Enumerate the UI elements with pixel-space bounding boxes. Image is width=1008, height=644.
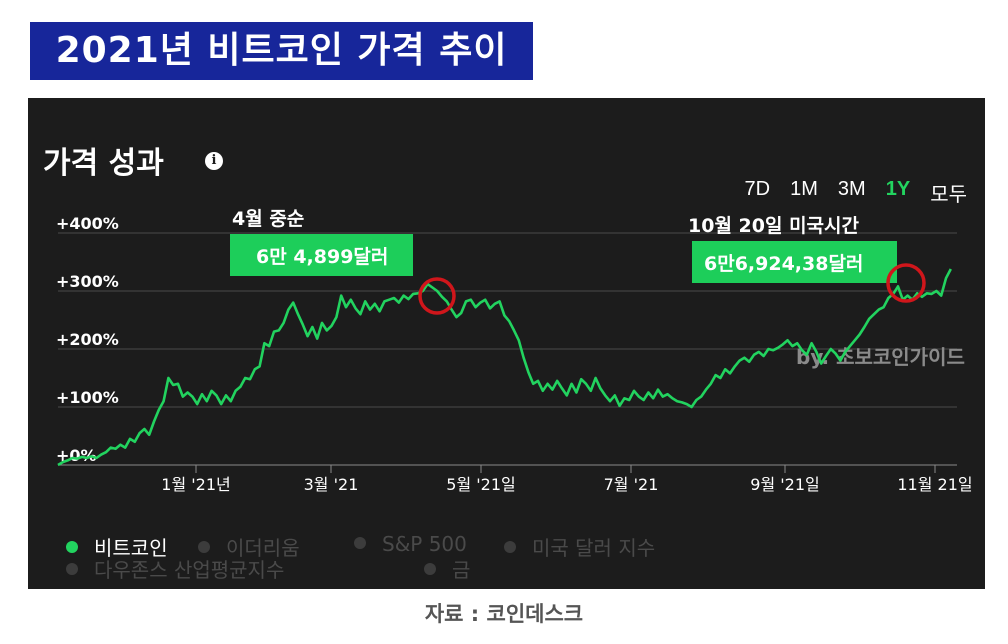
x-axis-ticks: 1월 '21년 3월 '21 5월 '21일 7월 '21 9월 '21일 11월 21일 <box>161 465 973 494</box>
price-chart: +0%+100%+200%+300%+400% 1월 '21년 3월 '21 5월 … <box>56 208 973 494</box>
legend-item-ethereum[interactable]: 이더리움 <box>198 532 300 561</box>
range-1m-button[interactable]: 1M <box>790 178 818 200</box>
legend-dot-icon <box>424 563 436 575</box>
y-tick-label: +100% <box>56 388 119 407</box>
peak-1-price-callout <box>230 234 413 276</box>
y-tick-label: +200% <box>56 330 119 349</box>
peak-2-marker <box>886 263 926 303</box>
x-tick-label: 7월 '21 <box>604 475 659 494</box>
time-range-selector: 7D 1M 3M 1Y 모두 <box>745 178 967 207</box>
x-tick-label: 11월 21일 <box>897 475 972 494</box>
x-tick-label: 3월 '21 <box>304 475 359 494</box>
price-performance-panel: 가격 성과 i 7D 1M 3M 1Y 모두 +0% +100% +200% +300… <box>28 98 985 589</box>
y-axis-ticks: +0%+100%+200%+300%+400% <box>56 214 119 465</box>
legend-item-sp500[interactable]: S&P 500 <box>354 532 467 556</box>
legend-dot-icon <box>66 563 78 575</box>
legend-dot-icon <box>198 541 210 553</box>
watermark: by. 초보코인가이드 <box>796 345 965 369</box>
panel-title: 가격 성과 <box>43 146 164 181</box>
x-tick-label: 9월 '21일 <box>750 475 819 494</box>
peak-1-price-label: 6만 4,899달러 <box>256 246 388 268</box>
range-1y-button[interactable]: 1Y <box>885 178 911 200</box>
peak-2-date-label: 10월 20일 미국시간 <box>688 215 860 237</box>
source-caption: 자료 : 코인데스크 <box>424 602 584 626</box>
bitcoin-series-line <box>57 268 952 467</box>
y-tick-label: +300% <box>56 272 119 291</box>
legend-dot-icon <box>504 541 516 553</box>
range-all-button[interactable]: 모두 <box>930 184 967 206</box>
legend-dot-icon <box>354 537 366 549</box>
headline-banner: 2021년 비트코인 가격 추이 <box>30 22 533 80</box>
x-tick-label: 1월 '21년 <box>161 475 230 494</box>
info-icon[interactable]: i <box>205 152 223 170</box>
legend-item-bitcoin[interactable]: 비트코인 <box>66 532 168 561</box>
legend-item-us-dollar-index[interactable]: 미국 달러 지수 <box>504 532 655 561</box>
peak-1-date-label: 4월 중순 <box>232 208 304 230</box>
x-tick-label: 5월 '21일 <box>446 475 515 494</box>
range-7d-button[interactable]: 7D <box>744 178 771 200</box>
legend-dot-icon <box>66 541 78 553</box>
peak-2-price-callout <box>692 241 897 283</box>
peak-1-marker <box>418 277 456 315</box>
legend-item-dow-jones[interactable]: 다우존스 산업평균지수 <box>66 554 284 583</box>
chart-gridlines <box>58 232 957 466</box>
range-3m-button[interactable]: 3M <box>837 178 866 200</box>
peak-2-price-label: 6만6,924,38달러 <box>704 253 863 275</box>
legend-item-gold[interactable]: 금 <box>424 554 470 583</box>
y-tick-label: +400% <box>56 214 119 233</box>
